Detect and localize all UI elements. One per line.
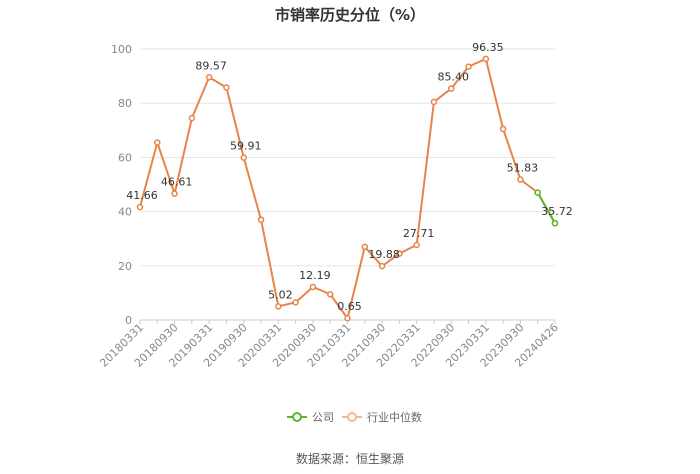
industry-median-point[interactable] (136, 203, 144, 211)
industry-median-point[interactable] (378, 262, 386, 270)
industry-median-point[interactable] (326, 291, 334, 298)
y-tick-label: 100 (111, 43, 132, 56)
industry-median-line (139, 57, 556, 321)
y-tick-label: 60 (118, 151, 132, 164)
legend-company-label: 公司 (312, 411, 334, 424)
industry-median-point[interactable] (499, 125, 507, 133)
legend-item-industry[interactable]: 行业中位数 (342, 410, 422, 424)
data-label: 5.02 (268, 288, 293, 301)
industry-median-point[interactable] (430, 98, 438, 106)
data-label: 35.72 (541, 205, 573, 218)
data-label: 96.35 (472, 41, 504, 54)
industry-median-point[interactable] (413, 241, 420, 249)
y-tick-label: 80 (118, 97, 132, 110)
data-label: 12.19 (299, 269, 331, 282)
legend-item-company[interactable]: 公司 (287, 411, 334, 424)
company-line (536, 192, 556, 224)
series-company (534, 189, 559, 227)
legend[interactable]: 公司 行业中位数 (287, 410, 422, 424)
industry-median-point[interactable] (171, 190, 178, 197)
data-label: 46.61 (161, 176, 193, 189)
legend-industry-marker-icon (347, 412, 357, 422)
series-industry-median (136, 55, 559, 322)
y-tick-label: 40 (118, 206, 132, 219)
industry-median-point[interactable] (240, 154, 247, 161)
y-axis-ticks: 0 20 40 60 80 100 (111, 43, 132, 327)
industry-median-point[interactable] (344, 314, 351, 322)
industry-median-point[interactable] (396, 250, 403, 257)
industry-median-point[interactable] (188, 114, 196, 122)
x-axis: 2018033120180930201903312019093020200331… (97, 320, 561, 370)
y-tick-label: 20 (118, 260, 132, 273)
industry-median-point[interactable] (517, 176, 524, 183)
industry-median-point[interactable] (292, 299, 299, 306)
data-label: 41.66 (126, 189, 158, 202)
data-label: 51.83 (507, 162, 539, 175)
company-point[interactable] (551, 219, 559, 227)
data-source-note: 数据来源：恒生聚源 (296, 451, 404, 466)
data-label: 85.40 (438, 71, 470, 84)
y-tick-label: 0 (125, 314, 132, 327)
industry-median-point[interactable] (223, 84, 230, 91)
industry-median-point[interactable] (482, 55, 490, 63)
data-label: 89.57 (195, 59, 227, 72)
data-label: 19.88 (368, 248, 400, 261)
industry-median-point[interactable] (465, 63, 472, 70)
legend-industry-label: 行业中位数 (367, 410, 422, 424)
industry-median-point[interactable] (257, 216, 265, 223)
data-label: 0.65 (337, 300, 362, 313)
chart-title: 市销率历史分位（%） (275, 6, 425, 24)
data-label: 59.91 (230, 140, 262, 153)
industry-median-point[interactable] (309, 283, 317, 291)
industry-median-point[interactable] (205, 74, 213, 81)
industry-median-point[interactable] (361, 243, 369, 251)
legend-company-marker-icon (292, 412, 302, 422)
company-point[interactable] (534, 189, 541, 196)
data-label: 27.71 (403, 227, 435, 240)
industry-median-point[interactable] (154, 139, 161, 146)
industry-median-point[interactable] (448, 85, 455, 92)
industry-median-point[interactable] (275, 303, 282, 310)
